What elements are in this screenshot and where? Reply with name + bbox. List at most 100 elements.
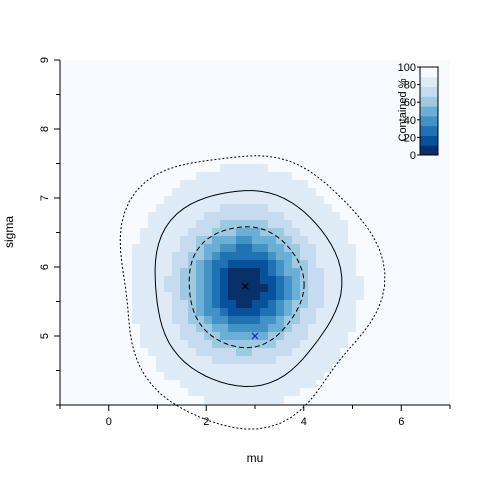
heatmap-cell <box>132 276 140 284</box>
heatmap-cell <box>156 356 164 364</box>
heatmap-cell <box>260 300 268 308</box>
heatmap-cell <box>180 236 188 244</box>
heatmap-cell <box>316 260 324 268</box>
heatmap-cell <box>140 292 148 300</box>
heatmap-cell <box>228 172 236 180</box>
heatmap-cell <box>276 252 284 260</box>
heatmap-cell <box>148 220 156 228</box>
heatmap-cell <box>156 220 164 228</box>
heatmap-cell <box>244 268 252 276</box>
heatmap-cell <box>140 252 148 260</box>
heatmap-cell <box>204 292 212 300</box>
heatmap-cell <box>300 244 308 252</box>
heatmap-cell <box>260 316 268 324</box>
heatmap-cell <box>308 204 316 212</box>
heatmap-cell <box>260 212 268 220</box>
heatmap-cell <box>204 252 212 260</box>
heatmap-cell <box>236 268 244 276</box>
heatmap-cell <box>268 340 276 348</box>
heatmap-cell <box>212 244 220 252</box>
heatmap-cell <box>228 364 236 372</box>
heatmap-cell <box>196 356 204 364</box>
heatmap-cell <box>268 316 276 324</box>
heatmap-cell <box>172 260 180 268</box>
heatmap-cell <box>276 244 284 252</box>
heatmap-cell <box>308 380 316 388</box>
heatmap-cell <box>212 260 220 268</box>
heatmap-cell <box>268 212 276 220</box>
heatmap-cell <box>252 284 260 292</box>
colorbar: 0 20 40 60 80 100 <box>398 62 439 162</box>
heatmap-cell <box>212 396 220 404</box>
heatmap-cell <box>324 348 332 356</box>
heatmap-cell <box>284 236 292 244</box>
heatmap-cell <box>316 372 324 380</box>
x-tick-label: 4 <box>301 416 307 428</box>
colorbar-swatch <box>420 135 438 146</box>
heatmap-cell <box>244 244 252 252</box>
heatmap-cell <box>220 284 228 292</box>
heatmap-cell <box>172 268 180 276</box>
heatmap-cell <box>340 252 348 260</box>
heatmap-cell <box>220 348 228 356</box>
heatmap-cell <box>284 348 292 356</box>
heatmap-cell <box>188 228 196 236</box>
heatmap-cell <box>284 204 292 212</box>
heatmap-cell <box>228 204 236 212</box>
colorbar-tick-label: 60 <box>404 97 416 109</box>
heatmap-cell <box>204 308 212 316</box>
heatmap-cell <box>292 228 300 236</box>
heatmap-cell <box>244 332 252 340</box>
heatmap-cell <box>196 236 204 244</box>
heatmap-cell <box>332 324 340 332</box>
heatmap-cell <box>164 324 172 332</box>
heatmap-cell <box>228 276 236 284</box>
heatmap-cell <box>332 244 340 252</box>
heatmap-cell <box>180 316 188 324</box>
heatmap-cell <box>308 196 316 204</box>
heatmap-cell <box>292 212 300 220</box>
y-tick-label: 6 <box>39 264 51 270</box>
heatmap-cell <box>212 356 220 364</box>
heatmap-cell <box>316 292 324 300</box>
heatmap-cell <box>220 324 228 332</box>
heatmap-cell <box>228 180 236 188</box>
heatmap-cell <box>236 388 244 396</box>
heatmap-cell <box>220 196 228 204</box>
heatmap-cell <box>228 164 236 172</box>
heatmap-cell <box>156 228 164 236</box>
heatmap-cell <box>260 172 268 180</box>
heatmap-cell <box>324 276 332 284</box>
heatmap-cell <box>164 244 172 252</box>
heatmap-cell <box>252 164 260 172</box>
heatmap-cell <box>252 244 260 252</box>
heatmap-cell <box>348 268 356 276</box>
heatmap-cell <box>276 348 284 356</box>
heatmap-cell <box>236 236 244 244</box>
heatmap-cell <box>196 244 204 252</box>
heatmap-cell <box>300 268 308 276</box>
heatmap-cell <box>308 252 316 260</box>
heatmap-cell <box>268 260 276 268</box>
heatmap-cell <box>244 396 252 404</box>
heatmap-cell <box>284 308 292 316</box>
heatmap-cell <box>204 244 212 252</box>
heatmap-cell <box>140 236 148 244</box>
heatmap-cell <box>316 268 324 276</box>
heatmap-cell <box>212 268 220 276</box>
heatmap-cell <box>292 180 300 188</box>
heatmap-cell <box>268 244 276 252</box>
heatmap-cell <box>212 388 220 396</box>
heatmap-cell <box>140 276 148 284</box>
heatmap-cell <box>140 228 148 236</box>
heatmap-cell <box>236 252 244 260</box>
heatmap-cell <box>188 340 196 348</box>
heatmap-cell <box>180 220 188 228</box>
heatmap-cell <box>340 324 348 332</box>
heatmap-cell <box>324 332 332 340</box>
heatmap-cell <box>316 300 324 308</box>
heatmap-cell <box>212 172 220 180</box>
heatmap-cell <box>268 332 276 340</box>
heatmap-cell <box>260 164 268 172</box>
heatmap-cell <box>196 260 204 268</box>
